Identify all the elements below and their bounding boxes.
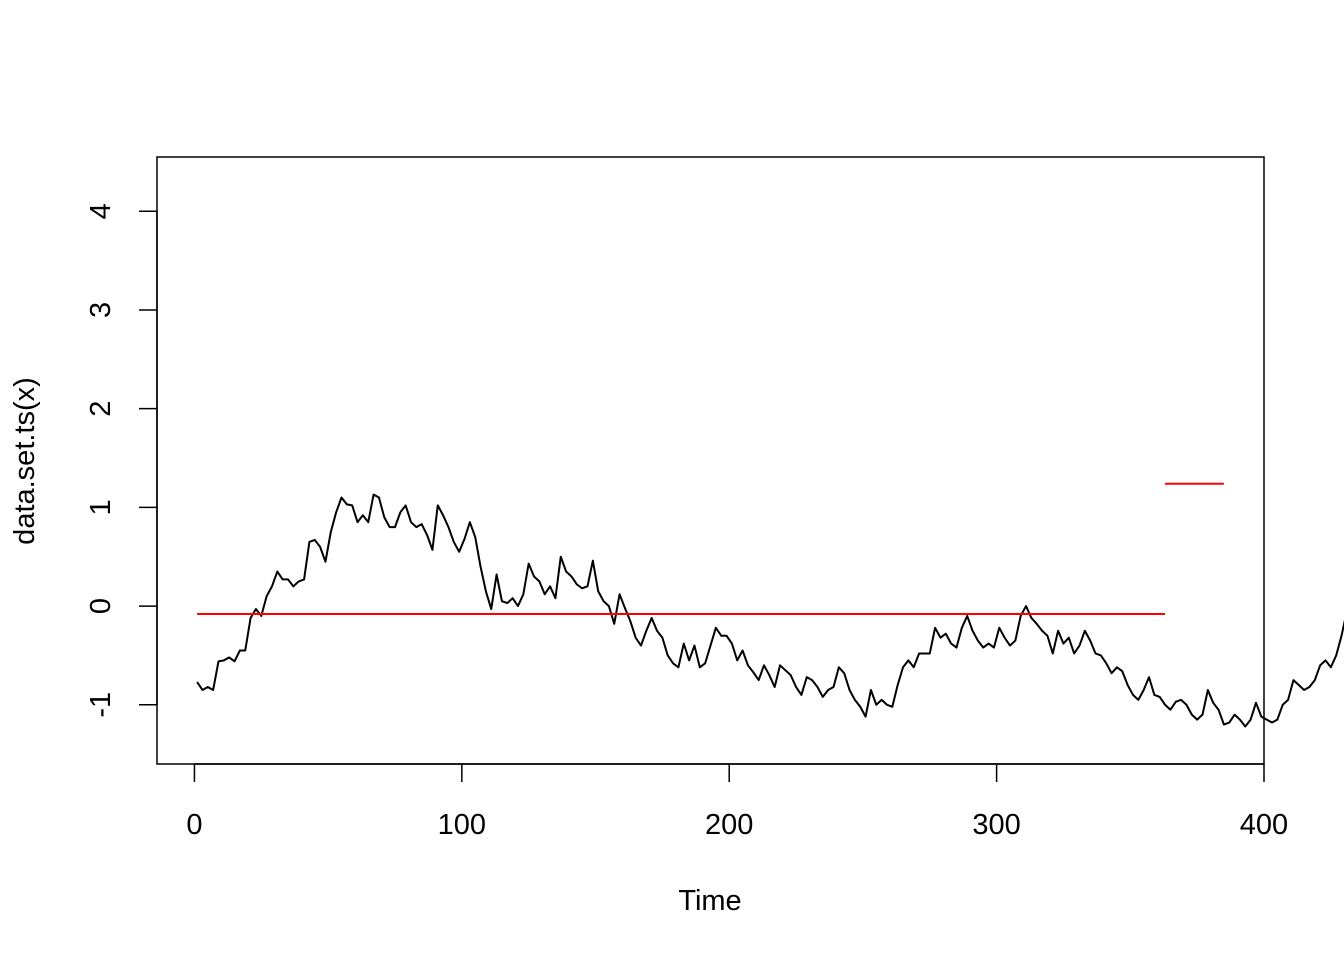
y-tick-label: 4	[85, 203, 117, 219]
x-tick-label: 300	[972, 809, 1020, 841]
y-tick-label: 1	[85, 499, 117, 515]
y-tick-label: -1	[85, 692, 117, 718]
x-tick-label: 400	[1240, 809, 1288, 841]
series-layer	[196, 482, 1344, 728]
y-tick-label: 2	[85, 401, 117, 417]
x-tick-label: 100	[438, 809, 486, 841]
x-axis: 0 100 200 300 400	[186, 763, 1288, 841]
x-tick-label: 0	[186, 809, 202, 841]
y-axis-label: data.set.ts(x)	[9, 377, 41, 545]
series-line-1	[196, 493, 1344, 728]
y-tick-label: 3	[85, 302, 117, 318]
x-axis-label: Time	[678, 885, 741, 917]
x-tick-label: 200	[705, 809, 753, 841]
y-tick-label: 0	[85, 598, 117, 614]
plot-frame	[156, 156, 1265, 765]
y-axis: -1 0 1 2 3 4	[85, 203, 158, 718]
